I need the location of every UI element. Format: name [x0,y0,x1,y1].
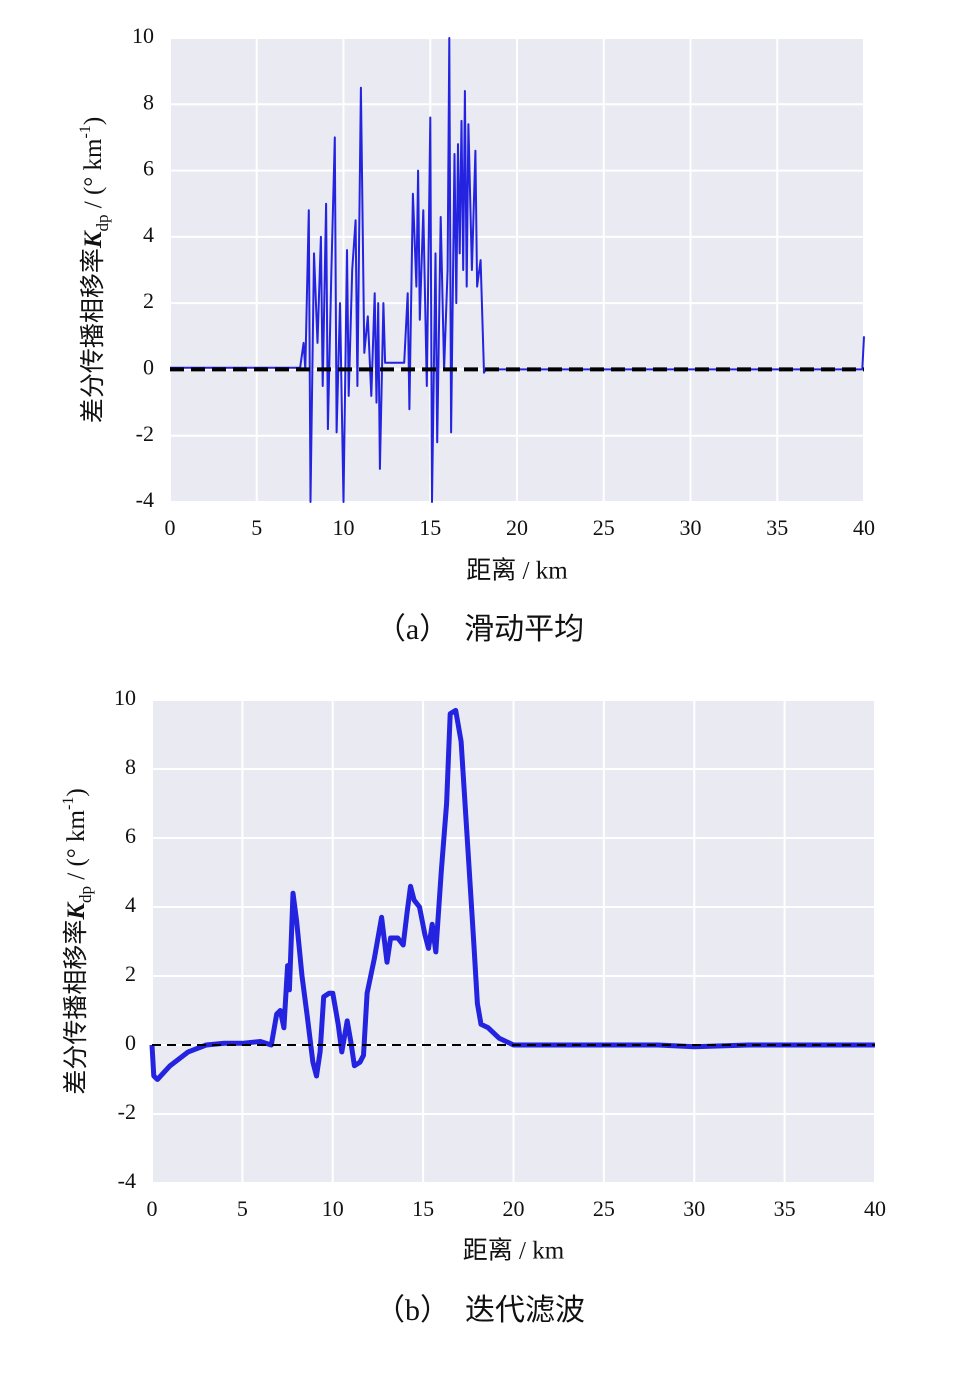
x-tick-label: 0 [147,1196,158,1221]
y-tick-label: -2 [118,1099,136,1124]
y-tick-label: 10 [114,685,136,710]
y-tick-label: 10 [132,23,154,48]
y-tick-label: 0 [143,354,154,379]
caption: （a） 滑动平均 [376,613,584,646]
x-tick-label: 25 [593,1196,615,1221]
y-tick-label: 0 [125,1030,136,1055]
y-tick-label: 4 [125,892,136,917]
x-tick-label: 30 [683,1196,705,1221]
x-axis-label: 距离 / km [463,1237,565,1265]
y-tick-label: 6 [143,156,154,181]
y-label-text: 差分传播相移率 [62,920,90,1095]
x-tick-label: 35 [766,515,788,540]
y-tick-label: 8 [143,89,154,114]
y-axis-label: 差分传播相移率Kdp / (° km-1) [60,788,95,1094]
y-label-subscript: dp [93,214,112,231]
y-label-subscript: dp [76,886,95,903]
y-label-symbol: K [63,901,90,921]
data-line [149,707,875,1082]
y-label-exponent: -1 [60,797,77,810]
x-tick-label: 35 [774,1196,796,1221]
y-label-symbol: K [80,229,107,249]
x-tick-label: 30 [680,515,702,540]
y-tick-label: 2 [125,961,136,986]
x-tick-label: 5 [251,515,262,540]
data-line [170,37,865,503]
x-tick-label: 40 [864,1196,886,1221]
y-label-close: ) [80,117,107,125]
y-tick-label: 4 [143,222,154,247]
y-tick-label: 8 [125,754,136,779]
x-tick-label: 20 [506,515,528,540]
caption: （b） 迭代滤波 [375,1294,585,1327]
x-tick-label: 15 [419,515,441,540]
y-label-unit: / (° km [80,138,107,215]
y-tick-label: -4 [118,1168,136,1193]
y-label-unit: / (° km [63,809,90,886]
x-tick-label: 25 [593,515,615,540]
y-label-text: 差分传播相移率 [79,248,107,423]
x-tick-label: 10 [322,1196,344,1221]
x-tick-label: 20 [503,1196,525,1221]
y-label-close: ) [63,788,90,796]
y-tick-label: 2 [143,288,154,313]
x-tick-label: 15 [412,1196,434,1221]
y-label-exponent: -1 [77,125,94,138]
x-tick-label: 10 [333,515,355,540]
y-axis-label: 差分传播相移率Kdp / (° km-1) [77,117,112,423]
x-tick-label: 40 [853,515,875,540]
x-tick-label: 5 [237,1196,248,1221]
y-tick-label: -2 [136,421,154,446]
y-tick-label: -4 [136,487,154,512]
x-axis-label: 距离 / km [466,557,568,585]
x-tick-label: 0 [165,515,176,540]
y-tick-label: 6 [125,823,136,848]
